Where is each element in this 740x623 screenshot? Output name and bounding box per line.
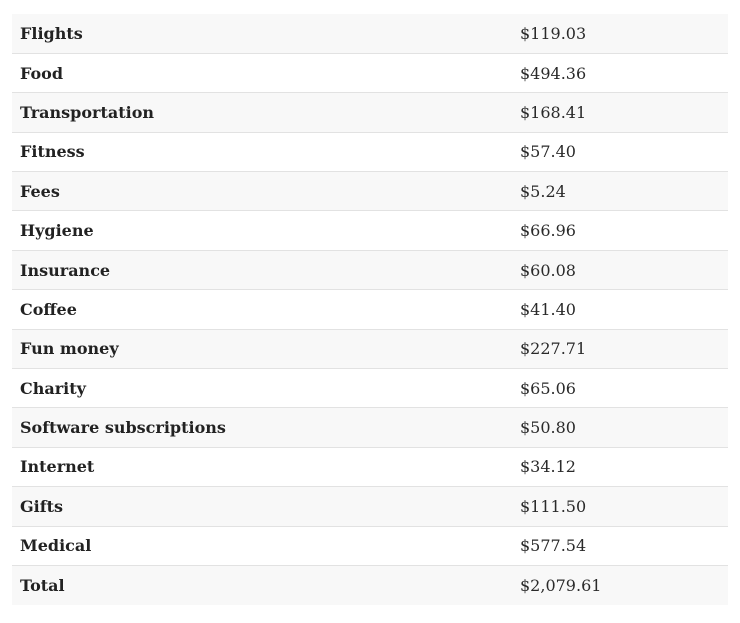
amount-cell: $119.03 (512, 14, 728, 54)
amount-cell: $5.24 (512, 171, 728, 212)
amount-cell: $34.12 (512, 447, 728, 488)
amount-cell: $66.96 (512, 210, 728, 251)
total-amount: $2,079.61 (520, 575, 602, 595)
table-row: Fitness $57.40 (12, 132, 728, 173)
category-cell: Gifts (12, 486, 512, 527)
category-cell: Food (12, 53, 512, 94)
category-cell: Flights (12, 14, 512, 54)
amount-cell: $227.71 (512, 329, 728, 370)
table-row: Internet $34.12 (12, 447, 728, 488)
category-cell: Software subscriptions (12, 407, 512, 448)
category-cell: Charity (12, 368, 512, 409)
category-cell: Fun money (12, 329, 512, 370)
amount-cell: $168.41 (512, 92, 728, 133)
expense-table: Flights $119.03 Food $494.36 Transportat… (12, 14, 728, 605)
table-row: Flights $119.03 (12, 14, 728, 54)
amount-cell: $65.06 (512, 368, 728, 409)
table-row: Transportation $168.41 (12, 92, 728, 133)
table-row: Hygiene $66.96 (12, 210, 728, 251)
category-cell: Fees (12, 171, 512, 212)
total-row: Total $2,079.61 (12, 565, 728, 605)
total-label: Total (20, 575, 65, 595)
amount-cell: $50.80 (512, 407, 728, 448)
amount-cell: $57.40 (512, 132, 728, 173)
amount-cell: $577.54 (512, 526, 728, 566)
amount-cell: $494.36 (512, 53, 728, 94)
category-cell: Fitness (12, 132, 512, 173)
amount-cell: $111.50 (512, 486, 728, 527)
amount-cell: $41.40 (512, 289, 728, 330)
table-row: Coffee $41.40 (12, 289, 728, 330)
table-row: Food $494.36 (12, 53, 728, 94)
table-row: Fun money $227.71 (12, 329, 728, 370)
table-row: Software subscriptions $50.80 (12, 407, 728, 448)
category-cell: Hygiene (12, 210, 512, 251)
category-cell: Transportation (12, 92, 512, 133)
table-row: Gifts $111.50 (12, 486, 728, 527)
amount-cell: $60.08 (512, 250, 728, 291)
category-cell: Medical (12, 526, 512, 566)
category-cell: Insurance (12, 250, 512, 291)
category-cell: Internet (12, 447, 512, 488)
category-cell: Coffee (12, 289, 512, 330)
table-row: Fees $5.24 (12, 171, 728, 212)
table-row: Insurance $60.08 (12, 250, 728, 291)
table-row: Charity $65.06 (12, 368, 728, 409)
table-row: Medical $577.54 (12, 526, 728, 566)
expense-table-body: Flights $119.03 Food $494.36 Transportat… (12, 14, 728, 605)
